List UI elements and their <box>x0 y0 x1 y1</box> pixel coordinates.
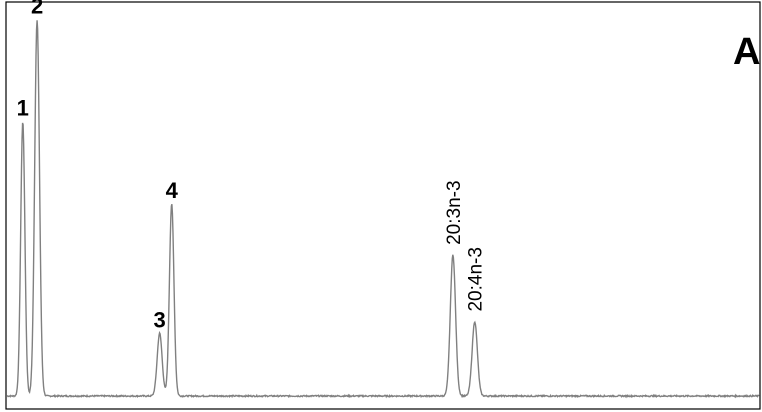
peak-label-layer: 1 2 3 4 20:3n-320:4n-3 <box>17 0 487 332</box>
panel-label: A <box>733 31 760 73</box>
peak-label-3: 3 <box>154 307 166 332</box>
peak-label-2: 2 <box>31 0 43 19</box>
chromatogram-trace <box>6 20 760 399</box>
trace-layer <box>6 20 760 399</box>
peak-label-6: 20:4n-3 <box>466 247 487 311</box>
peak-label-1: 1 <box>17 96 29 121</box>
peak-label-5: 20:3n-3 <box>444 180 465 244</box>
peak-label-4: 4 <box>166 178 179 203</box>
plot-frame <box>5 1 761 410</box>
